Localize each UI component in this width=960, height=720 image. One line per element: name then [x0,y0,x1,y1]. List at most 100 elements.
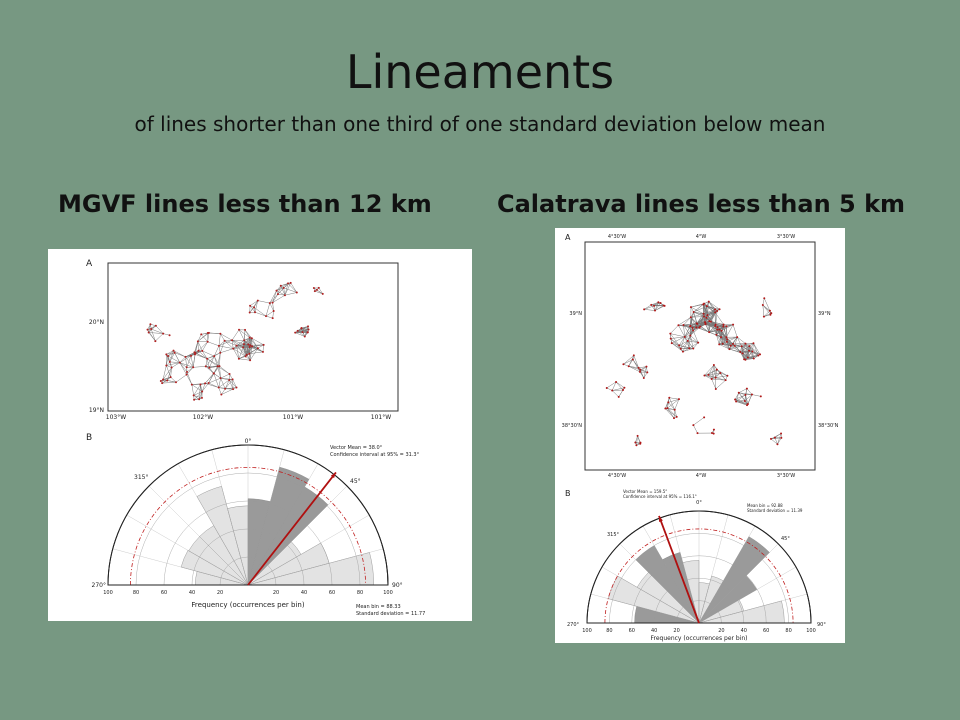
lineament [708,301,716,313]
lineament-node [317,286,320,289]
lineament-node [705,305,708,308]
lineament-node [691,326,694,329]
lineament [683,324,691,336]
lineament [764,298,771,311]
lineament [687,340,694,349]
lineament-node [272,309,275,312]
lineament-node [636,434,639,437]
lineament [726,324,734,327]
lineament-node [715,368,718,371]
lineament [734,337,738,346]
lineament [193,366,206,368]
lineament [218,340,225,347]
lineament [706,317,710,333]
calatrava-angle-label: 45° [781,536,790,542]
lineament [225,387,237,390]
lineament [166,365,171,378]
lineament [727,339,731,346]
lineament [667,407,675,419]
lineament [704,375,712,380]
lineament [763,312,772,317]
lineament [738,392,752,395]
lineament [678,317,692,326]
lineament-node [165,364,168,367]
lineament [242,347,246,357]
lineament [683,323,698,326]
lineament [714,326,717,335]
lineament-node [212,372,215,375]
calatrava-lon-label: 4°W [696,473,707,479]
lineament-node [712,428,715,431]
calatrava-lineament-network [605,297,783,447]
lineament-node [154,324,157,327]
lineament-node [689,334,692,337]
lineament [705,323,716,327]
lineament-node [728,348,731,351]
lineament [690,313,704,318]
lineament [710,321,717,335]
lineament [150,328,156,342]
lineament [280,283,289,287]
lineament [667,398,680,409]
frequency-tick: 100 [806,628,816,634]
frequency-tick: 60 [629,628,635,634]
lineament [753,343,759,356]
lineament [236,345,244,348]
lineament-node [207,382,210,385]
lineament [763,310,771,317]
lineament [715,369,718,378]
lineament-node [689,325,692,328]
lineament [249,300,258,306]
lineament-node [185,373,188,376]
lineament-node [692,329,695,332]
lineament-node [773,436,776,439]
lineament-node [692,424,695,427]
lineament [736,336,746,344]
lineament [729,346,742,350]
lineament [213,356,220,367]
lineament [671,342,680,346]
lineament-node [743,358,746,361]
lineament [682,348,694,352]
lineament-node [632,354,635,357]
lineament [744,355,759,360]
lineament [167,380,177,383]
calatrava-std-dev: Standard deviation = 11.39 [747,508,803,513]
mgvf-lon-label: 101°W [371,414,391,421]
lineament [690,327,700,336]
lineament [219,366,221,379]
lineament [715,377,726,381]
lineament [151,328,164,334]
mgvf-frequency-ticks: 100 80 60 40 20 20 40 60 80 100 [103,590,393,596]
lineament-node [709,320,712,323]
lineament [295,329,309,333]
lineament [284,292,297,296]
lineament [204,373,214,384]
frequency-tick: 60 [763,628,769,634]
lineament [716,369,728,376]
lineament-node [716,328,719,331]
lineament [747,394,753,405]
lineament-node [249,359,252,362]
lineament-node [256,347,259,350]
lineament [198,341,208,351]
lineament [233,348,240,359]
lineament [246,354,251,361]
lineament [735,399,745,402]
lineament [734,394,746,400]
lineament-node [735,400,738,403]
lineament [166,362,180,366]
lineament [693,311,708,316]
lineament-node [238,328,241,331]
lineament-node [248,311,251,314]
lineament [167,350,174,357]
lineament [249,351,263,354]
lineament-node [703,302,706,305]
lineament-node [746,356,749,359]
lineament [762,304,771,311]
lineament-node [243,339,246,342]
lineament-node [729,344,732,347]
lineament-node [714,387,717,390]
lineament-node [732,323,735,326]
lineament-node [692,311,695,314]
